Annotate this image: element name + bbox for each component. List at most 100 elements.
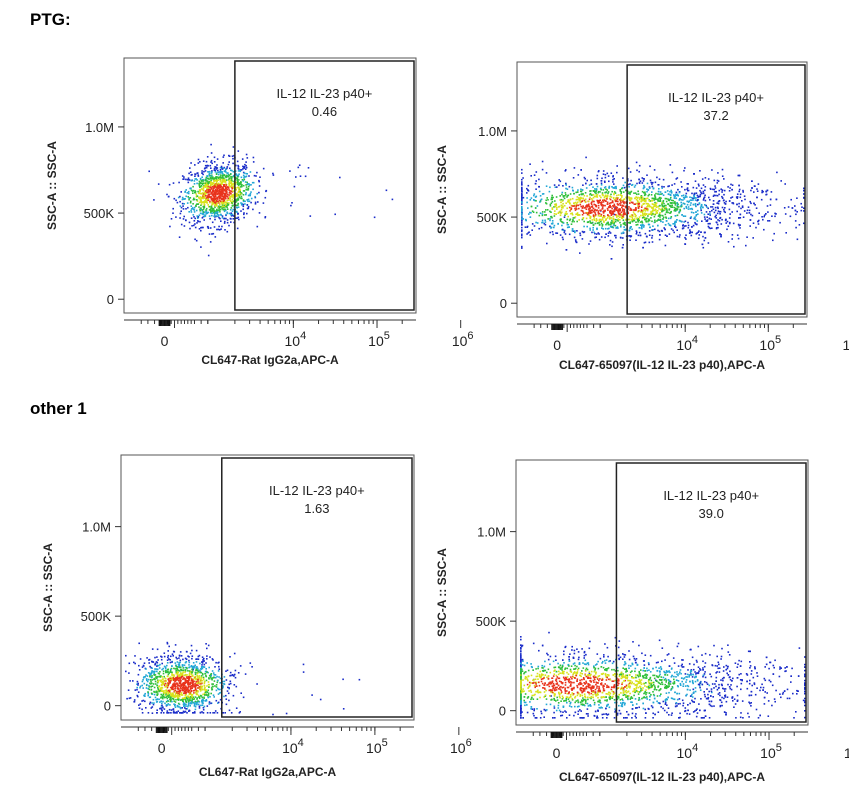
scatter-point: [613, 199, 616, 201]
scatter-point: [228, 194, 230, 196]
gate-name: IL-12 IL-23 p40+: [277, 86, 373, 101]
scatter-point: [658, 213, 661, 216]
scatter-point: [174, 693, 177, 696]
scatter-point: [656, 210, 659, 212]
scatter-point: [174, 644, 177, 646]
scatter-point: [599, 218, 601, 221]
scatter-point: [204, 214, 206, 217]
scatter-point: [183, 686, 185, 689]
scatter-point: [232, 146, 235, 148]
scatter-point: [224, 220, 226, 223]
scatter-point: [165, 680, 167, 682]
scatter-point: [149, 665, 151, 668]
scatter-point: [196, 195, 199, 197]
scatter-point: [175, 672, 178, 675]
scatter-point: [181, 664, 184, 666]
scatter-point: [182, 218, 185, 220]
scatter-point: [229, 209, 232, 211]
scatter-point: [215, 684, 218, 686]
gate-name: IL-12 IL-23 p40+: [668, 90, 764, 105]
scatter-point: [173, 710, 175, 713]
scatter-point: [568, 219, 571, 222]
scatter-point: [640, 195, 643, 197]
scatter-point: [183, 704, 186, 706]
scatter-point: [600, 204, 603, 207]
scatter-point: [183, 705, 185, 707]
scatter-point: [245, 188, 247, 191]
scatter-point: [614, 200, 617, 203]
scatter-point: [128, 672, 130, 674]
scatter-point: [339, 176, 341, 179]
scatter-point: [682, 224, 684, 226]
scatter-point: [186, 667, 188, 670]
scatter-point: [188, 211, 190, 213]
scatter-point: [553, 206, 555, 208]
scatter-point: [607, 192, 609, 195]
scatter-point: [206, 212, 208, 214]
scatter-point: [731, 211, 733, 213]
scatter-point: [197, 684, 199, 687]
scatter-point: [194, 175, 196, 177]
scatter-point: [233, 193, 235, 196]
scatter-point: [200, 197, 203, 200]
scatter-point: [550, 202, 553, 205]
scatter-point: [712, 200, 715, 202]
scatter-point: [645, 202, 648, 205]
scatter-point: [219, 208, 222, 211]
scatter-point: [619, 190, 622, 192]
scatter-point: [553, 226, 555, 229]
scatter-point: [671, 171, 674, 174]
scatter-point: [154, 696, 157, 699]
scatter-point: [668, 199, 671, 202]
scatter-point: [638, 205, 641, 208]
scatter-point: [608, 204, 611, 207]
scatter-point: [235, 193, 238, 195]
scatter-point: [215, 689, 218, 692]
scatter-point: [579, 201, 582, 204]
scatter-point: [587, 200, 590, 203]
scatter-point: [258, 179, 260, 182]
scatter-point: [526, 197, 528, 199]
scatter-point: [161, 706, 164, 708]
scatter-point: [172, 693, 175, 695]
scatter-point: [173, 197, 176, 200]
gate-rectangle[interactable]: [626, 64, 806, 315]
scatter-point: [142, 687, 144, 689]
scatter-point: [654, 196, 657, 198]
gate-rectangle[interactable]: [234, 60, 415, 311]
scatter-point: [596, 196, 599, 198]
scatter-point: [592, 226, 594, 229]
scatter-point: [732, 202, 735, 205]
scatter-point: [676, 214, 679, 217]
scatter-point: [213, 680, 216, 682]
scatter-point: [613, 183, 615, 185]
scatter-point: [198, 696, 200, 698]
scatter-point: [166, 710, 169, 712]
scatter-point: [197, 175, 200, 177]
scatter-point: [166, 664, 168, 667]
scatter-point: [221, 206, 223, 208]
scatter-point: [239, 170, 242, 173]
scatter-point: [214, 177, 216, 179]
scatter-point: [214, 197, 217, 200]
scatter-point: [610, 172, 613, 174]
scatter-point: [645, 213, 648, 215]
scatter-point: [207, 254, 210, 257]
scatter-point: [614, 207, 616, 209]
scatter-point: [680, 199, 683, 201]
scatter-point: [658, 193, 661, 196]
scatter-point: [232, 208, 234, 211]
scatter-point: [656, 212, 658, 214]
scatter-point: [202, 182, 205, 184]
scatter-point: [246, 157, 249, 159]
scatter-point: [238, 218, 240, 221]
scatter-point: [197, 670, 200, 673]
scatter-point: [210, 186, 212, 189]
scatter-point: [166, 712, 169, 714]
scatter-point: [635, 224, 638, 226]
scatter-point: [206, 190, 208, 193]
scatter-point: [643, 213, 645, 216]
scatter-point: [210, 182, 212, 184]
scatter-point: [629, 222, 631, 224]
